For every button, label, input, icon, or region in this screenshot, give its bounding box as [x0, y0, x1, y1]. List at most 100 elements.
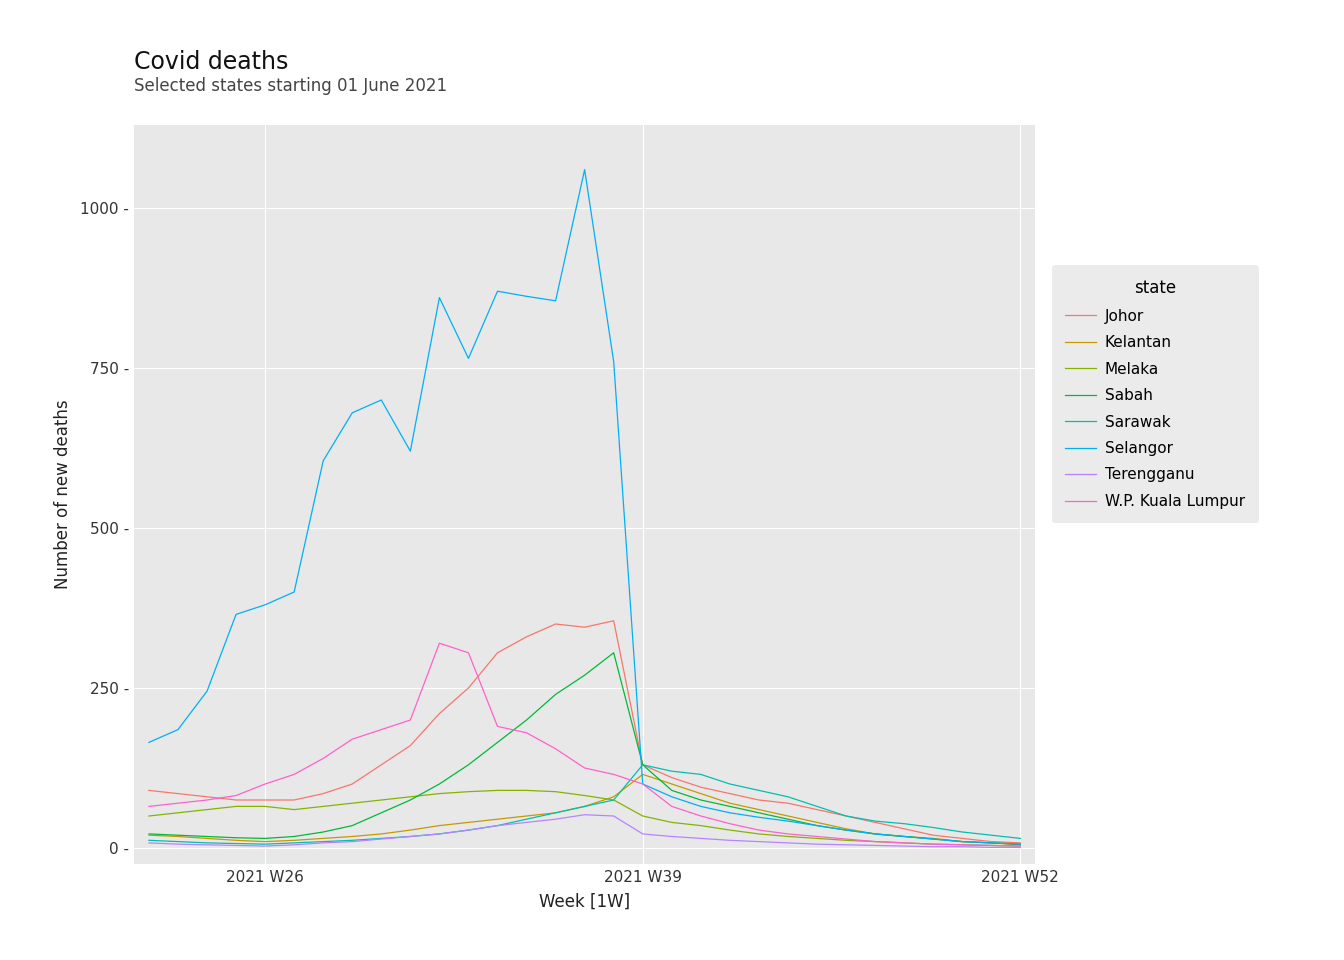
Terengganu	[867, 840, 883, 852]
Johor	[431, 708, 448, 719]
Sarawak	[634, 759, 650, 771]
W.P. Kuala Lumpur	[402, 714, 418, 726]
Sarawak	[228, 838, 245, 850]
Johor	[634, 759, 650, 771]
Johor	[839, 810, 855, 822]
Sarawak	[344, 834, 360, 846]
Johor	[896, 823, 913, 834]
Terengganu	[402, 830, 418, 842]
Melaka	[751, 828, 767, 840]
Melaka	[199, 804, 215, 815]
Sabah	[402, 794, 418, 805]
Johor	[954, 832, 970, 844]
Sabah	[344, 820, 360, 831]
Kelantan	[692, 788, 708, 800]
W.P. Kuala Lumpur	[169, 798, 185, 809]
Sarawak	[314, 836, 331, 848]
W.P. Kuala Lumpur	[344, 733, 360, 745]
Melaka	[896, 837, 913, 849]
W.P. Kuala Lumpur	[489, 721, 505, 732]
Selangor	[402, 445, 418, 457]
W.P. Kuala Lumpur	[547, 743, 563, 755]
W.P. Kuala Lumpur	[780, 828, 796, 840]
Kelantan	[141, 829, 157, 841]
Johor	[925, 829, 941, 841]
Johor	[141, 784, 157, 796]
W.P. Kuala Lumpur	[867, 836, 883, 848]
Johor	[402, 740, 418, 752]
Terengganu	[954, 841, 970, 852]
Sabah	[634, 759, 650, 771]
W.P. Kuala Lumpur	[954, 839, 970, 851]
Sabah	[925, 833, 941, 845]
Selangor	[257, 599, 273, 611]
W.P. Kuala Lumpur	[984, 840, 1000, 852]
Sabah	[606, 647, 622, 659]
Melaka	[489, 784, 505, 796]
Kelantan	[519, 810, 535, 822]
Selangor	[169, 724, 185, 735]
Melaka	[228, 801, 245, 812]
W.P. Kuala Lumpur	[257, 779, 273, 790]
W.P. Kuala Lumpur	[692, 810, 708, 822]
Kelantan	[722, 798, 738, 809]
W.P. Kuala Lumpur	[199, 794, 215, 805]
Selangor	[896, 830, 913, 842]
Kelantan	[925, 832, 941, 844]
Line: Kelantan: Kelantan	[149, 775, 1020, 845]
Terengganu	[751, 836, 767, 848]
Selangor	[519, 291, 535, 302]
Sabah	[199, 830, 215, 842]
Johor	[867, 817, 883, 828]
Terengganu	[286, 839, 302, 851]
Melaka	[344, 798, 360, 809]
Sabah	[169, 829, 185, 841]
W.P. Kuala Lumpur	[577, 762, 593, 774]
Johor	[519, 631, 535, 642]
W.P. Kuala Lumpur	[722, 818, 738, 829]
Sabah	[984, 837, 1000, 849]
Sarawak	[954, 827, 970, 838]
Melaka	[634, 810, 650, 822]
Selangor	[141, 736, 157, 748]
Johor	[984, 836, 1000, 848]
Sarawak	[984, 829, 1000, 841]
Terengganu	[374, 833, 390, 845]
Sarawak	[839, 810, 855, 822]
Sabah	[722, 801, 738, 812]
Selangor	[431, 292, 448, 303]
Terengganu	[692, 832, 708, 844]
Terengganu	[634, 828, 650, 840]
Selangor	[228, 609, 245, 620]
Sarawak	[809, 801, 825, 812]
Selangor	[606, 356, 622, 368]
Kelantan	[809, 817, 825, 828]
Kelantan	[169, 830, 185, 842]
Selangor	[634, 779, 650, 790]
Kelantan	[577, 801, 593, 812]
W.P. Kuala Lumpur	[751, 825, 767, 836]
Kelantan	[489, 813, 505, 825]
Terengganu	[839, 839, 855, 851]
W.P. Kuala Lumpur	[286, 769, 302, 780]
Selangor	[722, 807, 738, 819]
W.P. Kuala Lumpur	[606, 769, 622, 780]
Johor	[344, 779, 360, 790]
Johor	[169, 788, 185, 800]
W.P. Kuala Lumpur	[519, 727, 535, 738]
Sarawak	[461, 825, 477, 836]
W.P. Kuala Lumpur	[664, 801, 680, 812]
Johor	[547, 618, 563, 630]
Sabah	[257, 832, 273, 844]
Selangor	[954, 836, 970, 848]
Melaka	[402, 791, 418, 803]
Terengganu	[314, 837, 331, 849]
Melaka	[547, 786, 563, 798]
Line: Melaka: Melaka	[149, 790, 1020, 846]
Melaka	[606, 794, 622, 805]
Terengganu	[664, 830, 680, 842]
Johor	[461, 683, 477, 694]
Sabah	[314, 827, 331, 838]
Melaka	[141, 810, 157, 822]
Selangor	[461, 352, 477, 364]
